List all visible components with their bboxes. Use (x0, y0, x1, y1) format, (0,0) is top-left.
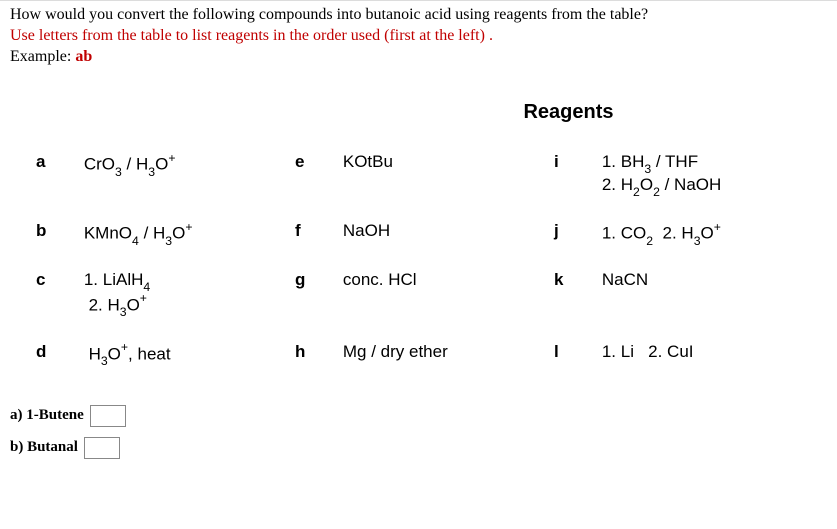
reagent-letter: k (548, 260, 596, 331)
answer-input[interactable] (84, 437, 120, 459)
reagent-formula: Mg / dry ether (337, 332, 548, 381)
reagent-formula: 1. Li 2. CuI (596, 332, 807, 381)
reagent-letter: d (30, 332, 78, 381)
reagent-letter: l (548, 332, 596, 381)
answers-block: a) 1-Butene b) Butanal (10, 405, 837, 459)
reagent-formula: 1. BH3 / THF2. H2O2 / NaOH (596, 142, 807, 211)
reagent-letter: b (30, 211, 78, 260)
reagent-letter: h (289, 332, 337, 381)
answer-row: a) 1-Butene (10, 405, 837, 427)
reagent-letter: j (548, 211, 596, 260)
reagent-letter: c (30, 260, 78, 331)
answer-label: a) 1-Butene (10, 407, 84, 424)
reagent-formula: H3O+, heat (78, 332, 289, 381)
example-prefix: Example: (10, 48, 75, 65)
reagent-letter: a (30, 142, 78, 211)
reagent-formula: CrO3 / H3O+ (78, 142, 289, 211)
question-line1: How would you convert the following comp… (10, 5, 827, 26)
reagents-table-wrap: aCrO3 / H3O+eKOtBui1. BH3 / THF2. H2O2 /… (30, 142, 807, 380)
question-line3: Example: ab (10, 47, 827, 68)
reagents-heading: Reagents (300, 101, 837, 124)
reagent-row: bKMnO4 / H3O+fNaOHj1. CO2 2. H3O+ (30, 211, 807, 260)
reagent-formula: 1. LiAlH4 2. H3O+ (78, 260, 289, 331)
reagent-row: aCrO3 / H3O+eKOtBui1. BH3 / THF2. H2O2 /… (30, 142, 807, 211)
reagent-formula: NaCN (596, 260, 807, 331)
reagent-letter: f (289, 211, 337, 260)
question-line2: Use letters from the table to list reage… (10, 26, 827, 47)
reagent-formula: conc. HCl (337, 260, 548, 331)
answer-label: b) Butanal (10, 439, 78, 456)
reagent-formula: NaOH (337, 211, 548, 260)
reagent-letter: i (548, 142, 596, 211)
reagent-formula: KOtBu (337, 142, 548, 211)
example-value: ab (75, 48, 92, 65)
answer-row: b) Butanal (10, 437, 837, 459)
reagent-formula: 1. CO2 2. H3O+ (596, 211, 807, 260)
reagent-letter: e (289, 142, 337, 211)
reagents-table: aCrO3 / H3O+eKOtBui1. BH3 / THF2. H2O2 /… (30, 142, 807, 380)
reagent-row: d H3O+, heathMg / dry etherl1. Li 2. CuI (30, 332, 807, 381)
reagent-formula: KMnO4 / H3O+ (78, 211, 289, 260)
question-block: How would you convert the following comp… (0, 0, 837, 73)
reagent-letter: g (289, 260, 337, 331)
answer-input[interactable] (90, 405, 126, 427)
reagent-row: c1. LiAlH4 2. H3O+gconc. HClkNaCN (30, 260, 807, 331)
